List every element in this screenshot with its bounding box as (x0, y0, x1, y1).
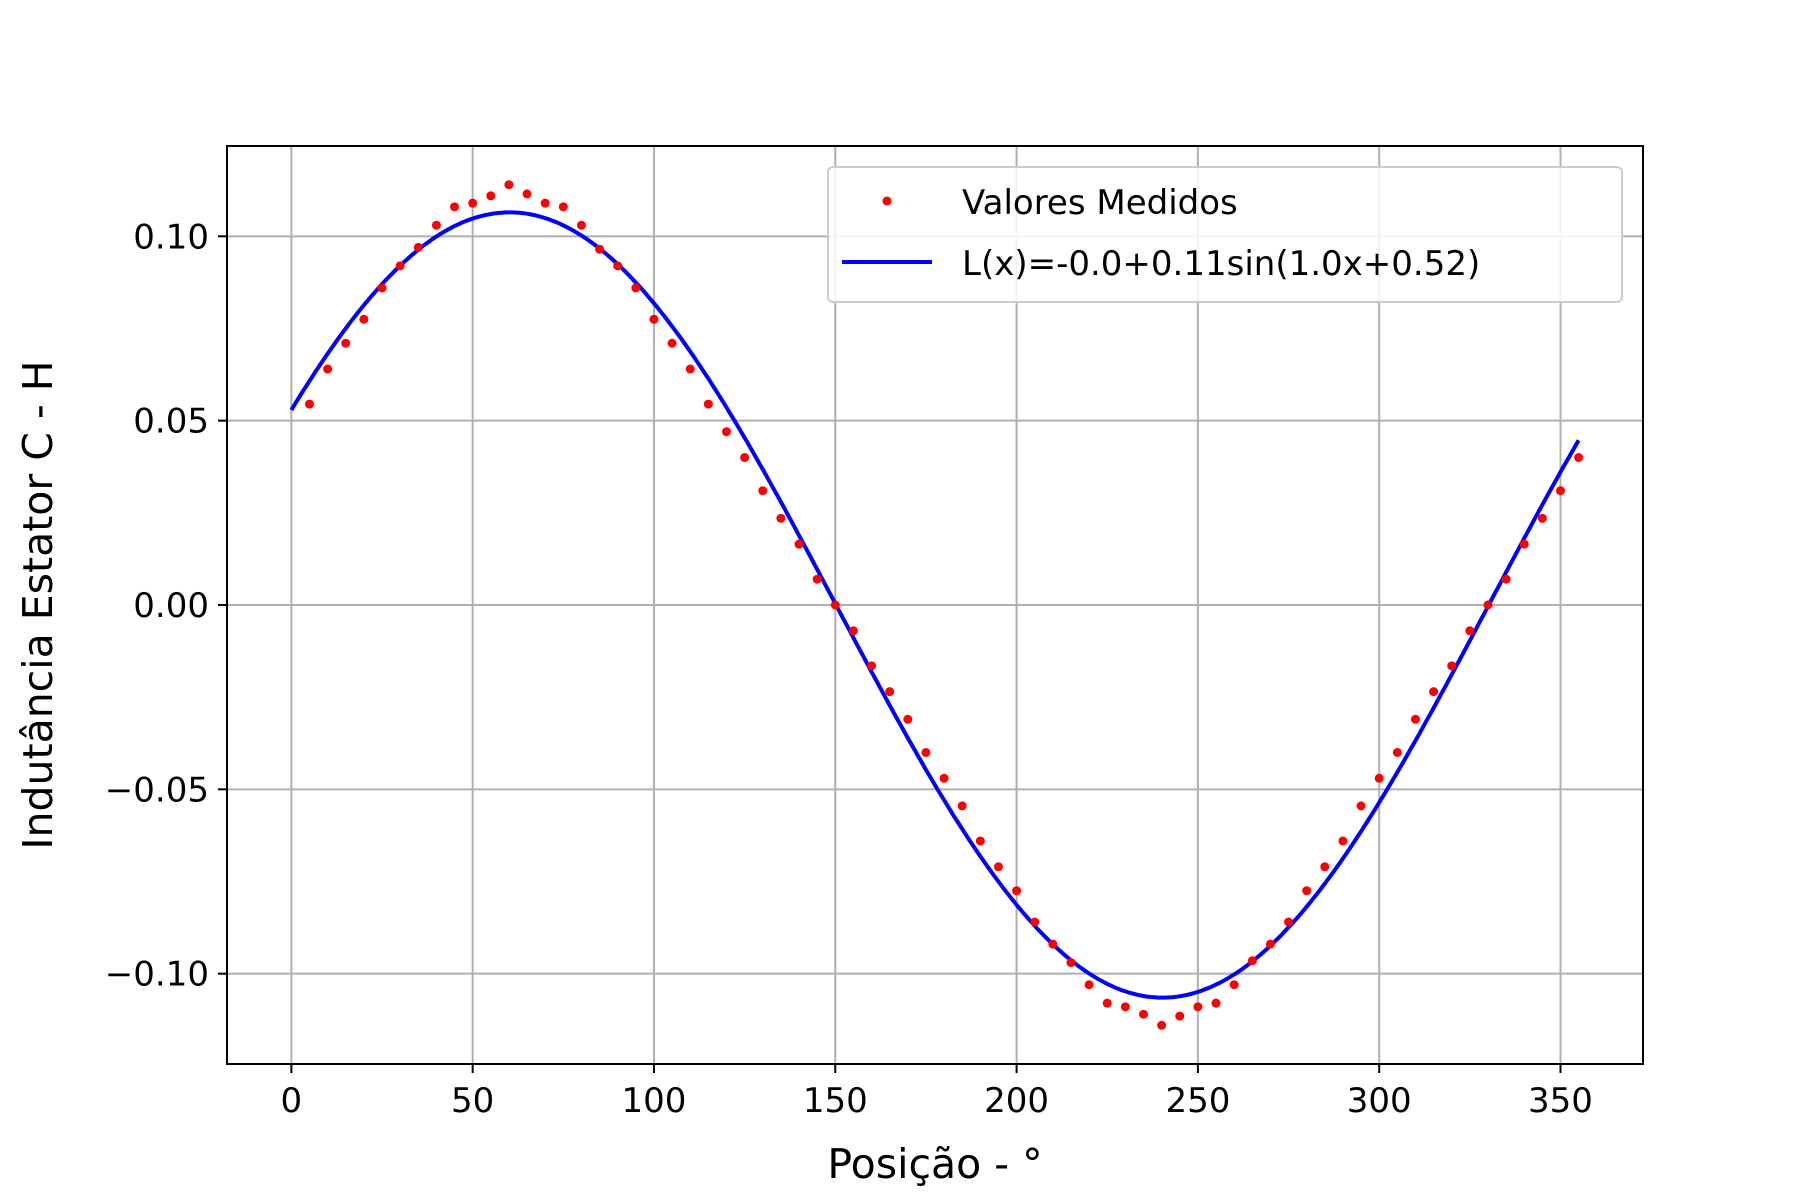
measured-point (1265, 939, 1275, 949)
measured-point (975, 836, 985, 846)
measured-point (1356, 801, 1366, 811)
measured-point (939, 773, 949, 783)
measured-point (1066, 958, 1076, 968)
measured-point (1465, 626, 1475, 636)
measured-point (1175, 1011, 1185, 1021)
y-axis-ticks: 0.10 0.05 0.00 −0.05 −0.10 (105, 217, 227, 995)
measured-point (1102, 998, 1112, 1008)
measured-point (649, 314, 659, 324)
measured-point (957, 801, 967, 811)
measured-point (377, 283, 387, 293)
measured-point (830, 600, 840, 610)
measured-point (558, 202, 568, 212)
measured-point (413, 242, 423, 252)
measured-point (631, 283, 641, 293)
measured-point (468, 198, 478, 208)
measured-point (1447, 661, 1457, 671)
measured-point (1574, 453, 1584, 463)
measured-point (1084, 980, 1094, 990)
measured-point (1429, 687, 1439, 697)
measured-point (1392, 747, 1402, 757)
measured-point (740, 453, 750, 463)
measured-point (885, 687, 895, 697)
x-tick-label: 300 (1347, 1081, 1412, 1121)
measured-point (1120, 1002, 1130, 1012)
y-tick-label: 0.00 (133, 586, 209, 626)
measured-point (867, 661, 877, 671)
measured-point (685, 364, 695, 374)
legend-box (827, 166, 1623, 303)
y-axis-title: Indutância Estator C - H (14, 360, 62, 849)
y-tick-label: 0.10 (133, 217, 209, 257)
measured-point (1229, 980, 1239, 990)
measured-point (993, 862, 1003, 872)
measured-point (1338, 836, 1348, 846)
measured-point (431, 220, 441, 230)
measured-point (395, 261, 405, 271)
x-tick-label: 100 (622, 1081, 687, 1121)
measured-point (1193, 1002, 1203, 1012)
legend-marker-measured (882, 196, 892, 206)
x-tick-label: 150 (803, 1081, 868, 1121)
measured-point (1410, 714, 1420, 724)
x-axis-ticks: 0 50 100 150 200 250 300 350 (281, 1064, 1593, 1121)
measured-point (341, 338, 351, 348)
measured-point (522, 189, 532, 199)
measured-point (1501, 574, 1511, 584)
measured-point (667, 338, 677, 348)
measured-point (703, 399, 713, 409)
measured-point (540, 198, 550, 208)
measured-point (1320, 862, 1330, 872)
measured-point (1247, 956, 1257, 966)
legend: Valores Medidos L(x)=-0.0+0.11sin(1.0x+0… (827, 166, 1623, 303)
plot-area (289, 180, 1584, 1030)
measured-point (1302, 886, 1312, 896)
measured-point (1556, 486, 1566, 496)
measured-point (1157, 1020, 1167, 1030)
measured-point (848, 626, 858, 636)
legend-label-measured: Valores Medidos (962, 183, 1238, 223)
y-tick-label: −0.10 (105, 955, 209, 995)
measured-point (1030, 917, 1040, 927)
measured-point (1012, 886, 1022, 896)
measured-point (304, 399, 314, 409)
measured-point (613, 261, 623, 271)
measured-point (1211, 998, 1221, 1008)
measured-point (323, 364, 333, 374)
measured-point (1139, 1009, 1149, 1019)
measured-point (812, 574, 822, 584)
measured-point (721, 427, 731, 437)
measured-point (794, 539, 804, 549)
x-tick-label: 250 (1165, 1081, 1230, 1121)
measured-point (359, 314, 369, 324)
measured-point (1537, 513, 1547, 523)
measured-point (595, 244, 605, 254)
measured-point (504, 180, 514, 190)
measured-point (758, 486, 768, 496)
measured-point (450, 202, 460, 212)
x-tick-label: 50 (451, 1081, 494, 1121)
measured-point (1048, 939, 1058, 949)
measured-point (576, 220, 586, 230)
fit-curve-line (289, 210, 1581, 1000)
x-axis-title: Posição - ° (827, 1140, 1042, 1188)
measured-point (1483, 600, 1493, 610)
y-tick-label: 0.05 (133, 402, 209, 442)
x-tick-label: 350 (1528, 1081, 1593, 1121)
measured-point (903, 714, 913, 724)
measured-point (486, 191, 496, 201)
legend-label-fit: L(x)=-0.0+0.11sin(1.0x+0.52) (962, 244, 1480, 284)
measured-point (776, 513, 786, 523)
x-tick-label: 200 (984, 1081, 1049, 1121)
measured-point (1374, 773, 1384, 783)
x-tick-label: 0 (281, 1081, 303, 1121)
measured-point (1284, 917, 1294, 927)
measured-point (921, 747, 931, 757)
measured-point (1519, 539, 1529, 549)
y-tick-label: −0.05 (105, 770, 209, 810)
